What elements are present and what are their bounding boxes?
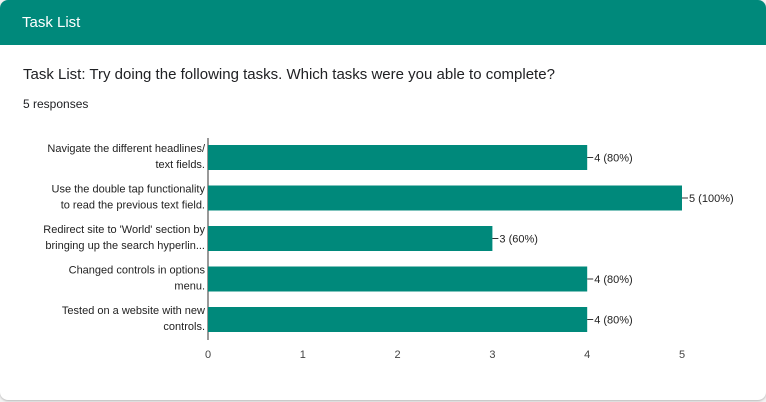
card-header: Task List [0,0,766,45]
bar-2 [208,226,493,251]
header-title: Task List [22,14,81,31]
value-label-0: 4 (80%) [594,153,633,165]
x-tick-label-0: 0 [205,349,211,361]
category-label-3-1: menu. [174,281,205,293]
bar-4 [208,307,588,332]
x-tick-label-2: 2 [395,349,401,361]
x-tick-label-3: 3 [489,349,495,361]
category-label-3-0: Changed controls in options [69,265,206,277]
category-label-1-0: Use the double tap functionality [52,184,206,196]
value-label-2: 3 (60%) [499,234,538,246]
category-label-4-1: controls. [163,321,205,333]
value-label-3: 4 (80%) [594,274,633,286]
bar-0 [208,145,588,170]
x-tick-label-4: 4 [584,349,590,361]
category-label-0-0: Navigate the different headlines/ [47,143,206,155]
x-tick-label-1: 1 [300,349,306,361]
bar-3 [208,266,588,292]
value-label-1: 5 (100%) [689,193,734,205]
category-label-0-1: text fields. [155,159,205,171]
question-title: Task List: Try doing the following tasks… [23,66,555,83]
category-label-2-0: Redirect site to 'World' section by [43,224,205,236]
response-count: 5 responses [23,97,89,111]
bar-1 [208,185,682,211]
category-label-2-1: bringing up the search hyperlin... [45,240,205,252]
category-label-4-0: Tested on a website with new [62,305,205,317]
category-label-1-1: to read the previous text field. [61,200,205,212]
x-tick-label-5: 5 [679,349,685,361]
value-label-4: 4 (80%) [594,315,633,327]
